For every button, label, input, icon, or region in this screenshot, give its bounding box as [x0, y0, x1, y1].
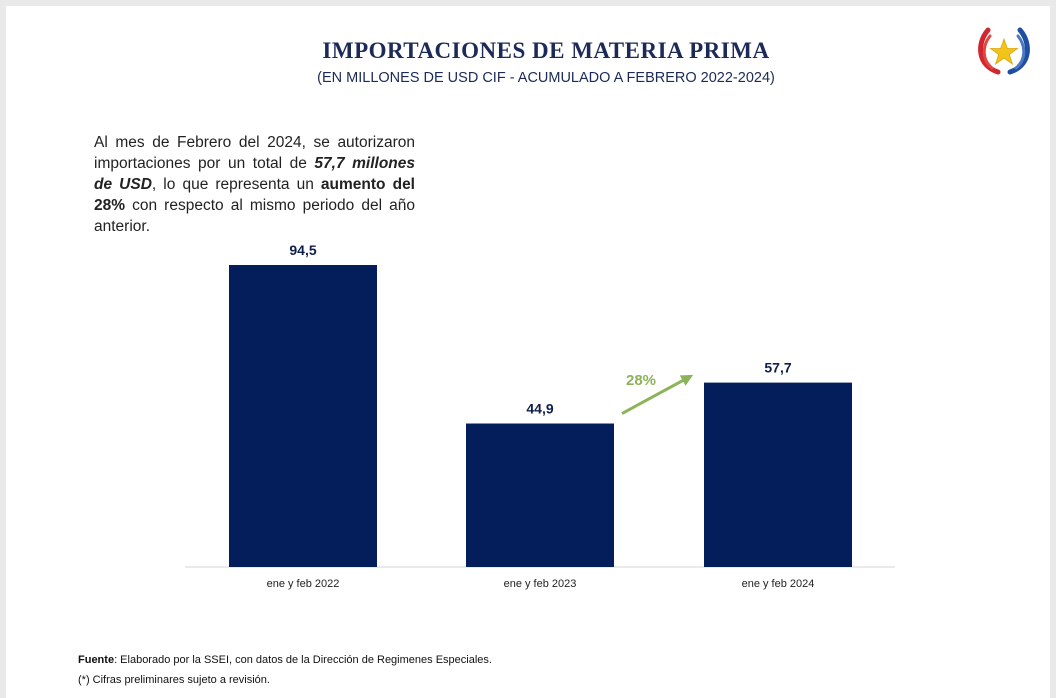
growth-percent-label: 28%: [626, 372, 656, 389]
source-label: Fuente: [78, 654, 115, 666]
x-tick-label-2: ene y feb 2023: [504, 578, 577, 590]
page-title: IMPORTACIONES DE MATERIA PRIMA: [322, 38, 770, 63]
summary-amount: 57,7 millones de USD: [94, 155, 415, 193]
summary-text: Al mes de Febrero del 2024, se autorizar…: [94, 132, 415, 237]
growth-arrow: [621, 374, 694, 415]
summary-highlight: aumento del 28%: [94, 176, 415, 214]
bar-value-label-2: 44,9: [526, 401, 553, 417]
summary-part-2: , lo que representa un: [151, 176, 321, 193]
bar-2: [466, 423, 614, 567]
x-tick-label-3: ene y feb 2024: [742, 578, 815, 590]
source-note: Fuente: Elaborado por la SSEI, con datos…: [78, 654, 492, 666]
source-text: : Elaborado por la SSEI, con datos de la…: [114, 654, 492, 666]
bar-value-label-3: 57,7: [764, 360, 791, 376]
slide: IMPORTACIONES DE MATERIA PRIMA (EN MILLO…: [6, 6, 1050, 698]
preliminary-note: (*) Cifras preliminares sujeto a revisió…: [78, 674, 270, 686]
bar-1: [229, 265, 377, 567]
summary-part-1: Al mes de Febrero del 2024, se autorizar…: [94, 134, 415, 172]
coat-of-arms-logo-icon: [978, 27, 1030, 75]
bar-value-label-1: 94,5: [289, 242, 316, 258]
x-tick-label-1: ene y feb 2022: [267, 578, 340, 590]
summary-part-3: con respecto al mismo periodo del año an…: [94, 197, 415, 235]
bar-3: [704, 382, 852, 567]
page-subtitle: (EN MILLONES DE USD CIF - ACUMULADO A FE…: [317, 70, 775, 86]
